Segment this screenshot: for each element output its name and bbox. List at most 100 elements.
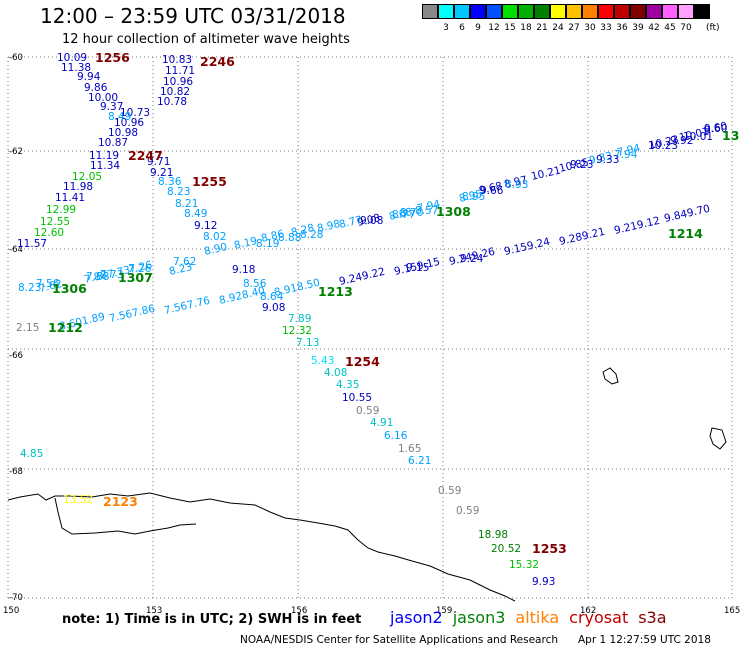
track-time-label: 1213 — [318, 284, 353, 299]
track-time-label: 2123 — [103, 494, 138, 509]
wave-height-value: 8.23 — [167, 186, 190, 198]
wave-height-value: 12.05 — [72, 171, 102, 183]
wave-height-value: 7.13 — [296, 337, 319, 349]
track-text: 8.68 — [388, 206, 413, 223]
color-scale-label: 30 — [584, 23, 596, 33]
track-text: 10.21 — [530, 164, 562, 182]
lat-label: -68 — [9, 467, 23, 477]
lat-label: -66 — [9, 351, 23, 361]
wave-height-value: 9.12 — [194, 220, 217, 232]
wave-height-value: 11.98 — [63, 181, 93, 193]
map-title: 12:00 – 23:59 UTC 03/31/2018 — [40, 4, 346, 28]
color-scale-swatch — [518, 4, 534, 19]
color-scale-label: 6 — [459, 23, 465, 33]
color-scale-swatch — [630, 4, 646, 19]
wave-height-value: 4.85 — [20, 448, 43, 460]
wave-height-value: 9.08 — [360, 215, 383, 227]
track-time-label: 2246 — [200, 54, 235, 69]
color-scale-swatch — [550, 4, 566, 19]
wave-height-value: 13.52 — [63, 494, 93, 506]
legend-jason3: jason3 — [452, 608, 506, 627]
wave-height-value: 11.38 — [61, 62, 91, 74]
lat-label: -62 — [9, 147, 23, 157]
track-time-labels: 1256 2246 2247 1255 1308 1306 1307 1212 1213 1214… — [48, 50, 740, 556]
track-text: 8.23 — [168, 261, 193, 278]
coastline — [7, 492, 516, 602]
color-scale-label: 39 — [632, 23, 644, 33]
color-scale-unit: (ft) — [706, 23, 720, 33]
track-text: 8.19 — [233, 235, 258, 252]
wave-height-value: 4.91 — [370, 417, 393, 429]
wave-height-value: 10.55 — [342, 392, 372, 404]
island — [602, 367, 619, 385]
track-text: 8.77 — [338, 214, 363, 231]
wave-height-value: 10.73 — [120, 107, 150, 119]
wave-height-value: 9.60 — [704, 123, 727, 135]
satellite-legend: jason2 jason3 altika cryosat s3a — [390, 608, 677, 627]
track-time-label: 1308 — [436, 204, 471, 219]
color-scale-swatch — [614, 4, 630, 19]
wave-height-value: 1.65 — [398, 443, 421, 455]
wave-height-value: 4.08 — [324, 367, 347, 379]
track-text: 7.26 — [128, 259, 154, 276]
coastline-inner — [54, 497, 197, 535]
lon-label: 159 — [436, 606, 452, 616]
wave-height-value: 8.19 — [256, 238, 279, 250]
wave-height-value: 8.49 — [184, 208, 207, 220]
color-scale-label: 70 — [680, 23, 692, 33]
wave-height-value: 8.64 — [260, 291, 284, 303]
wave-height-value: 2.15 — [16, 322, 39, 334]
wave-height-value: 10.23 — [648, 140, 678, 152]
wave-height-value: 9.92 — [670, 135, 693, 147]
track-text: 9.289.21 — [558, 226, 606, 248]
wave-height-value: 12.32 — [282, 325, 312, 337]
wave-height-value: 5.43 — [311, 355, 334, 367]
lat-label: -70 — [9, 593, 23, 603]
wave-height-value: 9.18 — [232, 264, 255, 276]
wave-height-value: 10.98 — [108, 127, 138, 139]
wave-height-labels: 10.0911.389.949.8610.009.3710.7310.9610.… — [16, 52, 727, 588]
footer-note: note: 1) Time is in UTC; 2) SWH is in fe… — [62, 612, 362, 627]
island — [709, 427, 727, 450]
color-scale-label: 45 — [664, 23, 676, 33]
wave-height-value: 11.57 — [17, 238, 47, 250]
wave-height-value: 7.73 — [100, 269, 123, 281]
track-text: 8.95 — [458, 188, 483, 205]
wave-height-value: 0.59 — [356, 405, 379, 417]
wave-height-value: 9.93 — [532, 576, 555, 588]
wave-height-value: 10.82 — [160, 86, 190, 98]
color-scale-swatch — [582, 4, 598, 19]
color-scale-swatch — [566, 4, 582, 19]
color-scale-label: 33 — [600, 23, 612, 33]
track-time-label: 1256 — [95, 50, 130, 65]
color-scale-label: 15 — [504, 23, 516, 33]
track-text: 9.08 — [356, 212, 381, 229]
wave-height-value: 10.78 — [157, 96, 187, 108]
track-diagonal-lower: 8.601.89 7.567.86 7.567.76 8.928.40 8.91… — [58, 203, 711, 333]
track-text: 8.86 — [260, 228, 286, 245]
lat-tick-labels: -60 -62 -64 -66 -68 -70 — [9, 53, 23, 603]
wave-height-value: 8.21 — [175, 198, 198, 210]
track-time-label: 130 — [722, 128, 740, 143]
wave-height-value: 7.94 — [614, 149, 638, 161]
lat-label: -64 — [9, 245, 23, 255]
track-text: 7.94 — [616, 142, 642, 159]
color-scale-swatch — [534, 4, 550, 19]
track-text: 9.60 — [703, 120, 728, 137]
wave-height-value: 9.66 — [480, 185, 504, 197]
color-scale-swatch — [502, 4, 518, 19]
lon-label: 153 — [146, 606, 162, 616]
color-scale-label: 18 — [520, 23, 532, 33]
wave-height-value: 8.36 — [158, 176, 182, 188]
track-time-label: 1255 — [192, 174, 227, 189]
graticule — [7, 56, 733, 600]
color-scale-swatch — [694, 4, 710, 19]
wave-height-value: 6.16 — [384, 430, 408, 442]
wave-height-value: 20.52 — [491, 543, 521, 555]
wave-height-value: 12.99 — [46, 204, 76, 216]
legend-cryosat: cryosat — [569, 608, 629, 627]
wave-height-value: 6.21 — [408, 455, 431, 467]
track-text: 9.219.12 — [613, 215, 661, 237]
wave-height-value: 11.34 — [90, 160, 120, 172]
